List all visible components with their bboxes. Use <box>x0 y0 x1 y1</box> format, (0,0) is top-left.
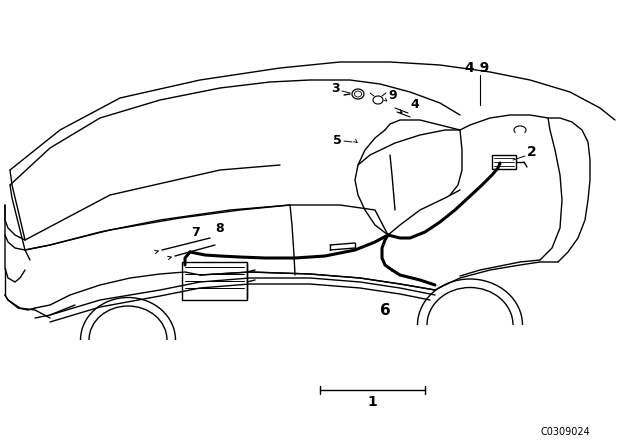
Text: 7: 7 <box>191 225 200 238</box>
Text: 8: 8 <box>216 221 224 234</box>
Text: 9: 9 <box>388 89 397 102</box>
Text: 1: 1 <box>367 395 377 409</box>
Bar <box>182 262 247 300</box>
Text: 4 9: 4 9 <box>465 61 489 75</box>
Text: C0309024: C0309024 <box>540 427 590 437</box>
Text: 3: 3 <box>331 82 339 95</box>
Bar <box>492 155 516 169</box>
Text: 6: 6 <box>380 302 390 318</box>
Text: 4: 4 <box>411 98 419 111</box>
Text: 5: 5 <box>333 134 341 146</box>
Text: 2: 2 <box>527 145 537 159</box>
